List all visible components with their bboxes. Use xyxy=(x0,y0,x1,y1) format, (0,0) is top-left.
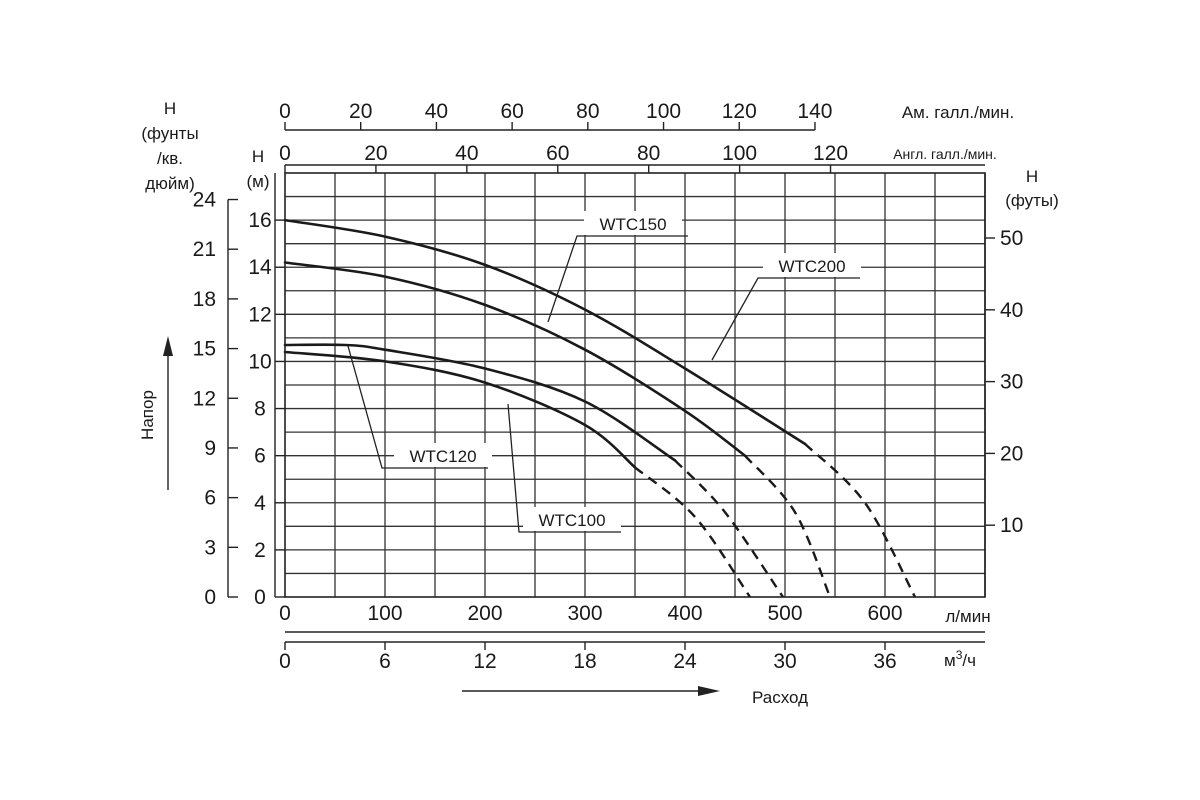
tick-label-us-gpm: 20 xyxy=(349,100,372,123)
axis-title-lpm: л/мин xyxy=(945,607,990,626)
tick-label-lpm: 0 xyxy=(279,602,291,625)
curve-labels: WTC150 WTC200 WTC120 WTC100 xyxy=(347,211,861,533)
curve-wtc150-solid xyxy=(283,218,807,446)
tick-label-imp-gpm: 40 xyxy=(455,142,478,165)
axis-title-psi-line3: /кв. xyxy=(157,149,183,168)
tick-label-m: 8 xyxy=(254,398,266,421)
label-wtc150: WTC150 xyxy=(599,215,666,234)
axis-title-m3h: м3/ч xyxy=(944,648,976,670)
tick-label-us-gpm: 120 xyxy=(722,100,757,123)
tick-label-us-gpm: 100 xyxy=(646,100,681,123)
tick-label-m3h: 0 xyxy=(279,650,291,673)
label-wtc100: WTC100 xyxy=(538,511,605,530)
tick-label-m: 14 xyxy=(248,256,272,279)
tick-label-lpm: 600 xyxy=(867,602,902,625)
flow-arrow-icon xyxy=(698,686,720,696)
tick-label-psi: 21 xyxy=(193,238,216,261)
tick-label-us-gpm: 0 xyxy=(279,100,291,123)
label-wtc200-leader xyxy=(711,277,860,361)
label-wtc150-leader xyxy=(547,235,688,323)
tick-label-ft: 50 xyxy=(1000,227,1023,250)
tick-label-imp-gpm: 60 xyxy=(546,142,569,165)
tick-label-imp-gpm: 20 xyxy=(364,142,387,165)
tick-label-lpm: 500 xyxy=(767,602,802,625)
axis-title-psi-line4: дюйм) xyxy=(145,174,195,193)
tick-label-m3h: 30 xyxy=(773,650,796,673)
tick-label-ft: 20 xyxy=(1000,442,1023,465)
tick-label-m3h: 12 xyxy=(473,650,496,673)
axis-title-ft-line2: (футы) xyxy=(1005,191,1059,210)
tick-label-psi: 24 xyxy=(193,189,217,212)
tick-label-psi: 0 xyxy=(204,586,216,609)
tick-label-ft: 40 xyxy=(1000,299,1023,322)
axis-title-m-line2: (м) xyxy=(246,172,269,191)
tick-label-us-gpm: 40 xyxy=(425,100,448,123)
tick-label-imp-gpm: 120 xyxy=(813,142,848,165)
tick-label-psi: 9 xyxy=(204,437,216,460)
curve-wtc100-dashed xyxy=(634,466,751,598)
tick-label-imp-gpm: 100 xyxy=(722,142,757,165)
axis-title-psi-line1: H xyxy=(164,99,176,118)
tick-label-m3h: 36 xyxy=(873,650,896,673)
curve-wtc120-dashed xyxy=(674,459,784,598)
axes: 0246810121416H(м)03691215182124H(фунты/к… xyxy=(138,99,1059,707)
label-wtc120-leader xyxy=(347,345,488,469)
tick-label-imp-gpm: 80 xyxy=(637,142,660,165)
axis-title-imp-gpm: Англ. галл./мин. xyxy=(893,146,997,162)
axis-title-us-gpm: Ам. галл./мин. xyxy=(902,103,1014,122)
tick-label-lpm: 200 xyxy=(467,602,502,625)
axis-title-ft-line1: H xyxy=(1026,167,1038,186)
tick-label-m: 12 xyxy=(248,303,271,326)
tick-label-us-gpm: 60 xyxy=(500,100,523,123)
label-wtc200: WTC200 xyxy=(778,257,845,276)
axis-title-m-line1: H xyxy=(252,147,264,166)
curve-wtc200-dashed xyxy=(744,454,832,598)
tick-label-m: 10 xyxy=(248,350,271,373)
tick-label-m: 2 xyxy=(254,539,266,562)
tick-label-imp-gpm: 0 xyxy=(279,142,291,165)
tick-label-ft: 30 xyxy=(1000,371,1023,394)
tick-label-m3h: 6 xyxy=(379,650,391,673)
label-wtc120: WTC120 xyxy=(409,447,476,466)
tick-label-psi: 3 xyxy=(204,536,216,559)
axis-title-head: Напор xyxy=(138,390,157,440)
tick-label-psi: 15 xyxy=(193,338,216,361)
curve-wtc100-solid xyxy=(283,350,637,469)
tick-label-psi: 6 xyxy=(204,487,216,510)
tick-label-us-gpm: 80 xyxy=(576,100,599,123)
label-wtc100-bg xyxy=(523,507,621,531)
label-wtc120-bg xyxy=(394,443,492,467)
label-wtc100-leader xyxy=(507,403,621,533)
axis-title-flow: Расход xyxy=(752,688,808,707)
tick-label-m: 6 xyxy=(254,445,266,468)
head-arrow-icon xyxy=(163,336,173,356)
tick-label-ft: 10 xyxy=(1000,514,1023,537)
curve-wtc150-dashed xyxy=(804,443,917,598)
tick-label-m3h: 18 xyxy=(573,650,596,673)
label-wtc150-bg xyxy=(584,211,682,235)
axis-title-psi-line2: (фунты xyxy=(141,124,198,143)
label-wtc200-bg xyxy=(763,253,861,277)
tick-label-psi: 12 xyxy=(193,387,216,410)
curve-wtc200-solid xyxy=(283,261,747,457)
tick-label-m: 4 xyxy=(254,492,266,515)
curves xyxy=(283,218,917,598)
grid xyxy=(285,173,985,597)
tick-label-us-gpm: 140 xyxy=(797,100,832,123)
tick-label-lpm: 400 xyxy=(667,602,702,625)
curve-wtc120-solid xyxy=(283,343,677,462)
tick-label-lpm: 100 xyxy=(367,602,402,625)
tick-label-m: 16 xyxy=(248,209,271,232)
tick-label-m3h: 24 xyxy=(673,650,697,673)
tick-label-lpm: 300 xyxy=(567,602,602,625)
tick-label-psi: 18 xyxy=(193,288,216,311)
tick-label-m: 0 xyxy=(254,586,266,609)
